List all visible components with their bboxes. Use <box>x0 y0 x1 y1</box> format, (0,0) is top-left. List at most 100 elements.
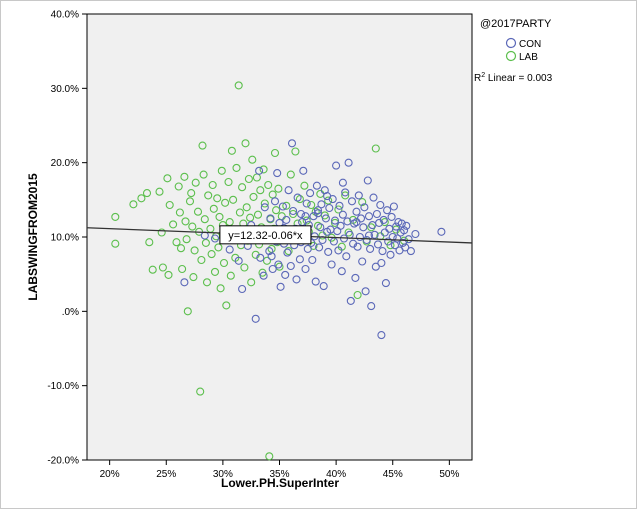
point-con <box>360 203 369 212</box>
x-tick-label: 50% <box>439 469 459 480</box>
point-lab <box>246 213 255 222</box>
y-tick-label: .0% <box>62 307 79 318</box>
point-lab <box>172 238 181 247</box>
x-axis-title: Lower.PH.SuperInter <box>221 476 339 490</box>
point-lab <box>199 170 208 179</box>
point-con <box>210 234 220 243</box>
point-lab <box>174 182 183 191</box>
point-lab <box>204 191 213 200</box>
point-con <box>341 188 350 197</box>
point-lab <box>324 196 333 205</box>
point-lab <box>311 207 320 216</box>
point-con <box>293 193 302 202</box>
point-con <box>238 284 247 294</box>
point-lab <box>202 278 212 287</box>
point-con <box>386 250 395 259</box>
point-lab <box>188 222 197 231</box>
point-lab <box>187 189 196 198</box>
point-con <box>234 256 243 265</box>
point-lab <box>260 199 269 208</box>
point-lab <box>371 144 380 153</box>
point-lab <box>111 239 120 248</box>
point-con <box>334 246 343 255</box>
point-con <box>303 244 312 253</box>
point-lab <box>155 187 164 196</box>
point-lab <box>175 208 184 217</box>
point-con <box>281 270 290 279</box>
point-lab <box>148 265 157 274</box>
point-con <box>344 158 353 167</box>
point-lab <box>191 178 200 187</box>
point-con <box>355 232 364 242</box>
r2-linear-label: R2 Linear = 0.003 <box>474 72 553 84</box>
point-con <box>367 302 376 311</box>
point-lab <box>217 166 226 175</box>
point-con <box>325 203 334 213</box>
point-lab <box>295 195 304 204</box>
point-con <box>255 166 264 175</box>
point-lab <box>222 301 231 310</box>
point-con <box>361 287 370 296</box>
legend-label-con: CON <box>519 39 541 50</box>
point-con <box>378 247 387 256</box>
point-con <box>401 243 410 252</box>
point-lab <box>282 201 291 210</box>
x-tick-label: 45% <box>383 469 403 480</box>
point-lab <box>247 278 256 287</box>
point-con <box>316 223 325 232</box>
y-axis-ticks: -20.0% -10.0% .0% 10.0% 20.0% 30.0% 40.0% <box>47 10 87 467</box>
y-tick-label: 30.0% <box>51 84 79 95</box>
point-lab <box>178 264 187 274</box>
point-con <box>387 212 396 221</box>
legend: @2017PARTY CON LAB R2 Linear = 0.003 <box>474 18 553 84</box>
point-con <box>273 169 282 178</box>
point-lab <box>300 181 309 190</box>
point-con <box>268 264 277 274</box>
point-lab <box>224 177 233 187</box>
point-con <box>317 200 326 209</box>
y-tick-label: 40.0% <box>51 10 79 21</box>
point-lab <box>215 212 224 221</box>
y-axis-title: LABSWINGFROM2015 <box>26 173 40 301</box>
point-lab <box>137 194 146 203</box>
point-lab <box>313 221 323 230</box>
point-con <box>372 209 381 219</box>
point-lab <box>238 183 247 192</box>
point-con <box>260 203 269 212</box>
point-con <box>398 238 407 247</box>
point-lab <box>249 192 258 201</box>
point-con <box>315 243 324 252</box>
point-con <box>312 181 321 190</box>
point-con <box>379 215 388 224</box>
point-con <box>324 247 333 256</box>
fit-line-group: y=12.32-0.06*x <box>86 225 473 245</box>
point-con <box>383 206 392 215</box>
point-lab <box>142 189 152 198</box>
point-lab <box>302 216 311 225</box>
point-con <box>295 255 304 264</box>
point-lab <box>198 141 207 150</box>
point-con <box>283 248 292 257</box>
point-con <box>180 278 189 287</box>
point-con <box>336 221 345 230</box>
point-con <box>335 201 344 210</box>
point-lab <box>189 273 198 282</box>
point-lab <box>291 147 300 156</box>
point-con <box>338 210 347 219</box>
point-lab <box>158 263 167 272</box>
point-con <box>369 193 378 202</box>
y-tick-label: 10.0% <box>51 233 79 244</box>
point-lab <box>165 200 174 210</box>
fit-equation-label: y=12.32-0.06*x <box>228 230 303 242</box>
point-con <box>363 176 372 185</box>
point-con <box>319 282 328 291</box>
point-lab <box>129 200 138 209</box>
point-con <box>337 267 346 276</box>
point-lab <box>241 139 250 148</box>
point-lab <box>185 197 195 206</box>
point-lab <box>232 163 241 172</box>
point-lab <box>214 243 223 252</box>
point-con <box>259 271 268 280</box>
point-con <box>276 282 285 291</box>
point-lab <box>196 387 205 396</box>
